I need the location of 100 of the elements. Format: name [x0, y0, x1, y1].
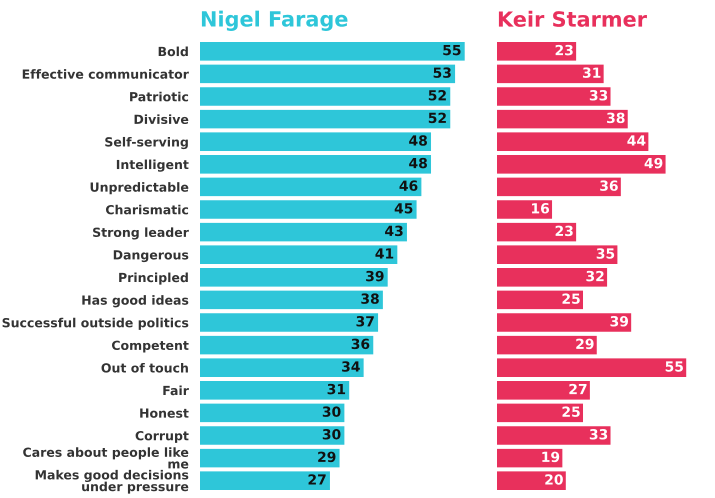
bar	[497, 313, 632, 332]
bar	[497, 110, 628, 128]
y-tick-label: Self-serving	[105, 136, 188, 150]
bar	[497, 132, 648, 151]
bar	[200, 381, 350, 400]
data-label: 27	[569, 384, 587, 394]
bar	[497, 268, 608, 287]
data-label: 38	[607, 112, 625, 124]
data-label: 25	[562, 293, 580, 304]
data-label: 30	[322, 406, 341, 417]
bar	[497, 245, 618, 264]
bar	[200, 426, 344, 445]
y-tick-label: Intelligent	[116, 160, 189, 172]
data-label: 30	[322, 429, 341, 440]
data-label: 34	[342, 361, 360, 372]
y-tick-label: Charismatic	[106, 204, 188, 214]
bar	[200, 110, 450, 128]
bar	[497, 448, 562, 468]
data-label: 38	[361, 293, 379, 304]
y-tick-label: Divisive	[134, 114, 188, 124]
bar	[200, 178, 422, 196]
data-label: 33	[590, 90, 608, 101]
data-label: 39	[366, 270, 384, 282]
y-tick-label: Honest	[140, 408, 189, 418]
data-label: 29	[318, 452, 336, 462]
data-label: 31	[582, 67, 600, 78]
data-label: 19	[542, 452, 560, 462]
data-label: 46	[400, 180, 418, 191]
y-tick-label: Strong leader	[93, 227, 189, 240]
data-label: 20	[545, 474, 563, 485]
bar	[200, 313, 378, 332]
bar	[497, 290, 584, 310]
data-label: 36	[600, 180, 618, 191]
data-label: 25	[562, 406, 580, 417]
data-label: 31	[328, 384, 346, 394]
data-label: 33	[590, 429, 608, 440]
data-label: 53	[434, 67, 451, 78]
y-tick-label: Corrupt	[136, 430, 189, 443]
data-label: 41	[375, 248, 394, 259]
data-label: 52	[428, 112, 446, 124]
bar	[200, 200, 417, 219]
bar	[200, 42, 465, 61]
bar	[497, 155, 666, 174]
bar	[200, 87, 450, 106]
bar	[200, 336, 374, 354]
y-tick-label: Cares about people like me	[23, 447, 188, 469]
bar	[497, 336, 597, 354]
bar	[200, 155, 432, 174]
y-tick-label: Competent	[112, 340, 189, 352]
data-label: 35	[596, 248, 614, 259]
bar	[497, 178, 621, 196]
data-label: 48	[409, 158, 427, 168]
data-label: 29	[576, 338, 594, 350]
y-tick-label: Unpredictable	[90, 182, 188, 194]
chart-title: Keir Starmer	[498, 10, 647, 27]
bar	[200, 132, 432, 151]
bar	[200, 245, 398, 264]
y-tick-label: Dangerous	[114, 250, 188, 262]
bar	[497, 222, 576, 242]
bar	[497, 64, 604, 84]
data-label: 44	[627, 135, 646, 146]
y-tick-label: Makes good decisions under pressure	[36, 470, 188, 494]
y-tick-label: Effective communicator	[22, 69, 189, 79]
bar	[200, 222, 407, 242]
bar	[497, 87, 611, 106]
chart-title: Nigel Farage	[202, 10, 348, 31]
y-tick-label: Patriotic	[130, 92, 188, 102]
bar	[497, 381, 590, 400]
y-tick-label: Out of touch	[102, 362, 188, 373]
bar	[497, 471, 566, 490]
data-label: 36	[352, 338, 370, 350]
data-label: 43	[385, 226, 403, 236]
bar	[200, 404, 344, 422]
bar	[497, 426, 611, 445]
data-label: 49	[644, 158, 662, 168]
data-label: 32	[586, 270, 604, 282]
data-label: 16	[532, 203, 550, 214]
y-tick-label: Bold	[158, 46, 188, 56]
bar	[497, 404, 584, 422]
data-label: 52	[428, 90, 446, 101]
y-tick-label: Successful outside politics	[2, 318, 188, 330]
bar	[200, 358, 364, 377]
bar	[200, 471, 330, 490]
data-label: 39	[610, 316, 628, 327]
data-label: 23	[556, 226, 573, 236]
data-label: 37	[356, 316, 374, 327]
data-label: 55	[443, 45, 461, 56]
bar	[497, 200, 552, 219]
bar	[497, 358, 686, 377]
y-tick-label: Principled	[119, 272, 188, 285]
bar	[200, 64, 456, 84]
bar	[200, 448, 340, 468]
y-tick-label: Fair	[163, 386, 189, 396]
bar	[497, 42, 576, 61]
data-label: 45	[394, 203, 412, 214]
y-tick-label: Has good ideas	[82, 295, 188, 308]
bar	[200, 268, 388, 287]
data-label: 55	[666, 361, 683, 372]
data-label: 23	[556, 44, 573, 56]
data-label: 48	[409, 135, 427, 146]
